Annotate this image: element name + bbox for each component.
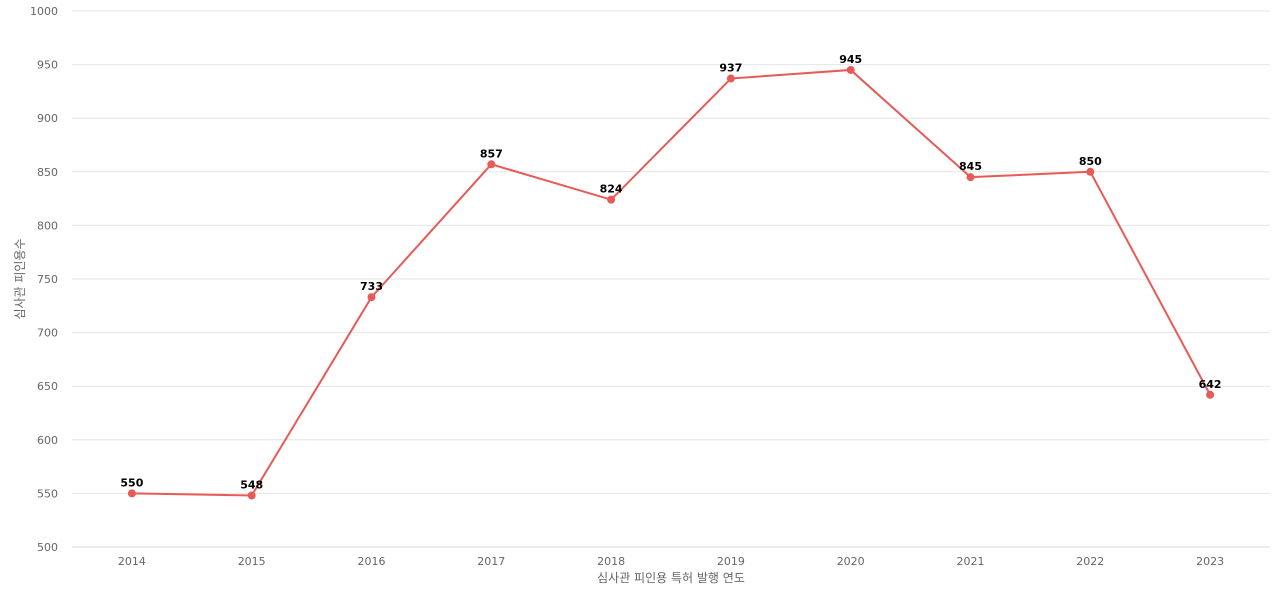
x-tick-label: 2020: [837, 555, 865, 568]
x-tick-label: 2022: [1076, 555, 1104, 568]
data-label: 550: [120, 476, 143, 489]
x-tick-label: 2019: [717, 555, 745, 568]
y-tick-label: 950: [37, 59, 58, 72]
data-point[interactable]: [1086, 167, 1095, 176]
y-tick-label: 800: [37, 219, 58, 232]
y-axis-ticks: 500 550 600 650 700 750 800 850 900 950 1000: [30, 5, 58, 554]
data-label: 548: [240, 479, 263, 492]
x-axis-title: 심사관 피인용 특허 발행 연도: [597, 570, 745, 585]
y-tick-label: 750: [37, 273, 58, 286]
y-axis-title: 심사관 피인용수: [13, 238, 27, 319]
x-tick-label: 2014: [118, 555, 146, 568]
data-point[interactable]: [726, 74, 735, 83]
x-tick-label: 2016: [358, 555, 386, 568]
data-label: 937: [719, 62, 742, 75]
data-label: 850: [1079, 155, 1102, 168]
data-labels: 550 548 733 857 824 937 945 845 850 642: [120, 53, 1221, 492]
y-tick-label: 550: [37, 487, 58, 500]
data-point[interactable]: [367, 293, 376, 302]
x-tick-label: 2021: [957, 555, 985, 568]
x-tick-label: 2023: [1196, 555, 1224, 568]
data-point[interactable]: [1206, 390, 1215, 399]
y-tick-label: 500: [37, 541, 58, 554]
data-point[interactable]: [487, 160, 496, 169]
series-line: [131, 68, 1211, 497]
y-tick-label: 600: [37, 434, 58, 447]
x-tick-label: 2015: [238, 555, 266, 568]
y-tick-label: 850: [37, 166, 58, 179]
data-label: 857: [480, 147, 503, 160]
x-tick-label: 2017: [477, 555, 505, 568]
data-label: 733: [360, 280, 383, 293]
data-label: 642: [1199, 378, 1222, 391]
gridlines: [72, 10, 1270, 494]
y-tick-label: 650: [37, 380, 58, 393]
y-tick-label: 900: [37, 112, 58, 125]
data-label: 824: [600, 183, 623, 196]
data-points: [127, 65, 1215, 500]
data-point[interactable]: [966, 173, 975, 182]
data-label: 945: [839, 53, 862, 66]
y-tick-label: 700: [37, 327, 58, 340]
data-point[interactable]: [846, 65, 855, 74]
x-axis-ticks: 2014 2015 2016 2017 2018 2019 2020 2021 2022 2023: [118, 555, 1224, 568]
x-tick-label: 2018: [597, 555, 625, 568]
data-label: 845: [959, 160, 982, 173]
data-point[interactable]: [607, 195, 616, 204]
y-tick-label: 1000: [30, 5, 58, 18]
data-point[interactable]: [127, 489, 136, 498]
data-point[interactable]: [247, 491, 256, 500]
